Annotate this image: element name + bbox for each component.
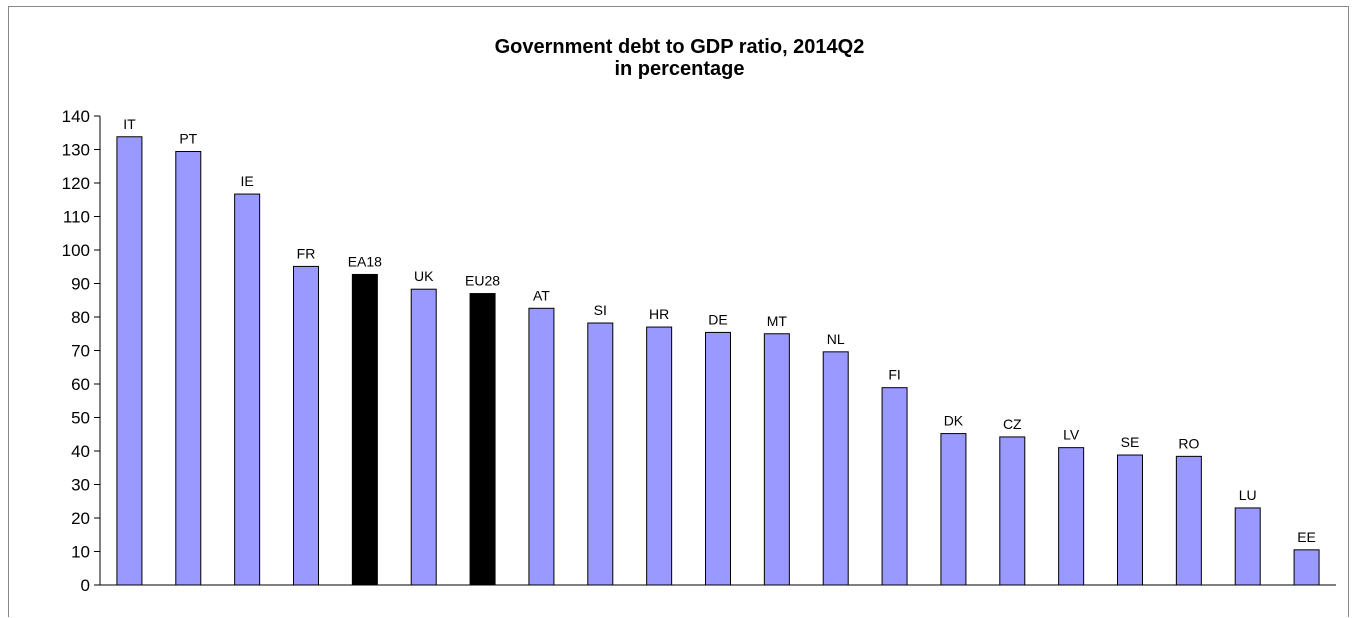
y-tick-label: 60 (71, 375, 90, 394)
bar-label-at: AT (533, 287, 550, 303)
chart-title-block: Government debt to GDP ratio, 2014Q2 in … (9, 36, 1350, 80)
y-tick-label: 130 (62, 141, 90, 160)
y-tick-label: 140 (62, 107, 90, 126)
bar-label-hr: HR (649, 306, 669, 322)
y-tick-label: 40 (71, 442, 90, 461)
bar-label-de: DE (708, 311, 727, 327)
bar-series (116, 136, 1320, 586)
y-tick-label: 70 (71, 342, 90, 361)
y-tick-label: 100 (62, 241, 90, 260)
bar-label-ie: IE (241, 173, 254, 189)
y-tick-label: 110 (63, 208, 90, 227)
bar-de (705, 331, 731, 586)
chart-title: Government debt to GDP ratio, 2014Q2 (494, 36, 865, 58)
bar-uk (410, 288, 437, 586)
bar-label-pt: PT (179, 131, 197, 147)
bar-it (116, 136, 143, 586)
bar-fi (881, 387, 908, 586)
y-tick-label: 10 (71, 543, 90, 562)
bar-label-se: SE (1121, 434, 1140, 450)
bar-label-si: SI (594, 302, 607, 318)
bar-label-lu: LU (1239, 487, 1257, 503)
bar-lv (1058, 447, 1085, 586)
y-tick-label: 20 (71, 509, 90, 528)
bar-labels: IT PT IE FR EA18 UK EU28 AT SI HR DE MT NL FI DK CZ LV SE… (123, 116, 1316, 545)
bar-label-ro: RO (1178, 435, 1199, 451)
bar-ee (1293, 549, 1320, 586)
bar-label-it: IT (123, 116, 136, 132)
chart-frame: Government debt to GDP ratio, 2014Q2 in … (8, 6, 1349, 617)
bar-si (587, 322, 614, 586)
y-tick-label: 120 (62, 174, 90, 193)
bar-lu (1234, 507, 1261, 586)
y-tick-label: 50 (71, 409, 90, 428)
y-tick-label: 30 (71, 476, 90, 495)
bar-ea18 (351, 273, 378, 586)
bar-eu28 (469, 293, 496, 586)
bar-label-eu28: EU28 (465, 273, 500, 289)
bar-label-lv: LV (1063, 427, 1080, 443)
bar-label-ee: EE (1297, 529, 1316, 545)
y-tick-label: 80 (71, 308, 90, 327)
bar-hr (646, 326, 673, 586)
y-tick-label: 90 (71, 275, 90, 294)
bar-label-uk: UK (414, 268, 434, 284)
bar-ie (234, 193, 261, 586)
y-tick-label: 0 (81, 576, 90, 595)
bar-cz (999, 436, 1026, 586)
bar-fr (293, 265, 319, 586)
bar-label-fi: FI (888, 367, 900, 383)
bar-label-cz: CZ (1003, 416, 1022, 432)
bar-label-ea18: EA18 (348, 253, 382, 269)
bar-at (528, 307, 555, 586)
chart-subtitle: in percentage (614, 58, 745, 80)
bar-pt (175, 151, 202, 586)
bar-label-mt: MT (767, 313, 788, 329)
bar-label-fr: FR (297, 245, 316, 261)
bar-ro (1175, 455, 1202, 586)
bar-nl (822, 351, 849, 586)
bar-se (1117, 454, 1143, 586)
bar-dk (940, 433, 967, 586)
bar-mt (763, 333, 790, 586)
bar-label-dk: DK (944, 413, 964, 429)
bar-label-nl: NL (827, 331, 845, 347)
